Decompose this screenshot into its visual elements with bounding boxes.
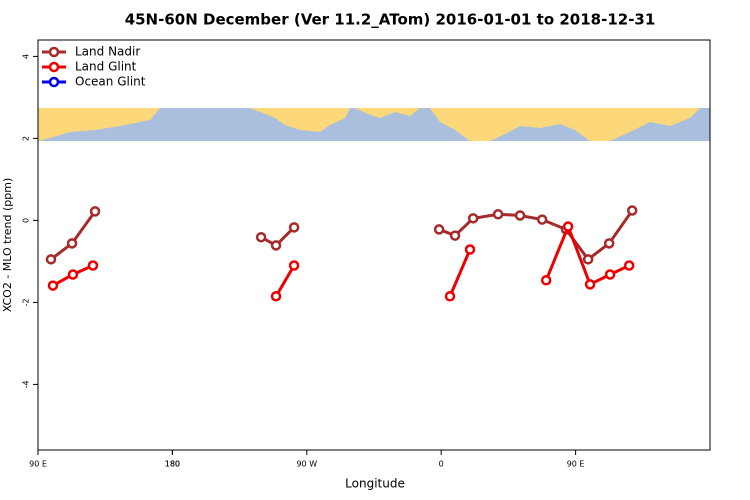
point [45,254,57,265]
point [514,210,526,221]
legend-marker [48,76,60,88]
point [449,230,461,241]
point [623,260,635,271]
x-axis-label: Longitude [345,477,405,491]
point [562,221,574,232]
x-tick-label: 90 E [567,460,585,469]
x-tick-label: 90 W [296,460,317,469]
point [536,214,548,225]
legend-label: Land Glint [75,60,137,74]
point [288,222,300,233]
x-tick-label: 0 [439,460,444,469]
point [255,231,267,243]
legend-marker [48,61,60,73]
point [584,279,596,290]
chart-title: 45N-60N December (Ver 11.2_ATom) 2016-01… [125,11,656,29]
legend-entry: Ocean Glint [42,75,146,89]
y-tick-label: -2 [22,298,31,306]
plot-frame [37,39,711,451]
legend-label: Land Nadir [75,45,140,59]
y-tick-label: 2 [22,136,31,141]
x-tick-label: 90 E [29,460,47,469]
point [603,238,615,249]
map-band [38,108,710,141]
point [89,206,101,217]
point [270,240,282,251]
legend-entry: Land Glint [42,60,137,74]
point [66,238,78,249]
legend-entry: Land Nadir [42,45,140,59]
point [47,280,59,291]
point [433,224,445,235]
point [604,269,616,280]
point [444,291,456,302]
point [67,269,79,280]
point [464,244,476,255]
x-tick-label: 180 [165,460,180,469]
y-tick-label: 0 [22,218,31,223]
y-tick-label: -4 [22,380,31,388]
y-axis-label: XCO2 - MLO trend (ppm) [1,178,14,313]
x-tick-label: 180 [165,460,180,469]
legend-label: Ocean Glint [75,75,146,89]
point [467,213,479,224]
point [492,209,504,220]
point [626,205,638,216]
legend-marker [48,46,60,58]
point [288,260,300,271]
point [87,260,99,271]
y-tick-label: 4 [22,54,31,59]
point [540,275,552,286]
point [270,291,282,302]
point [582,254,594,265]
